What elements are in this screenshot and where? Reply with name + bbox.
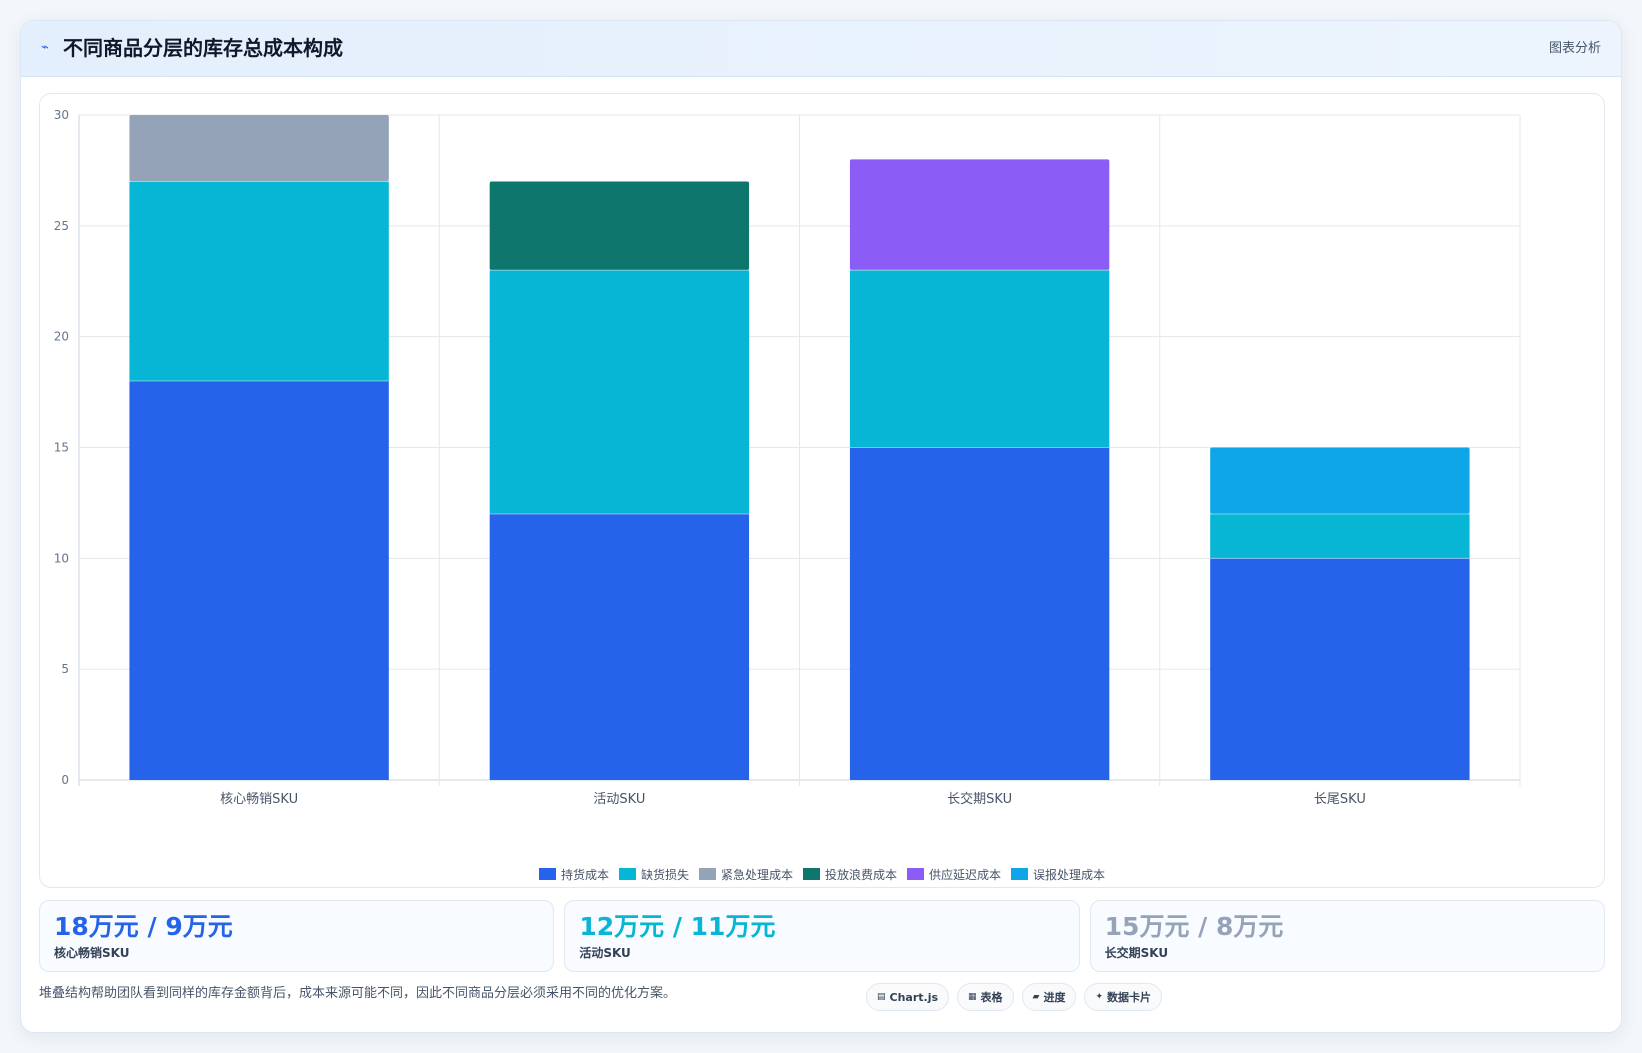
tech-chips: ▤ Chart.js ▦ 表格 ▰ 进度 ✦ 数据卡片 [866, 983, 1163, 1011]
stat-card: 15万元 / 8万元长交期SKU [1089, 900, 1605, 972]
chip-chart[interactable]: ▤ Chart.js [866, 983, 950, 1011]
chart-icon: ▤ [877, 992, 886, 1002]
stacked-bar-chart: 0 5 10 15 20 25 30 核心畅销SKU 活动SKU 长交期SKU 长尾SKU [54, 108, 1521, 807]
chart-card: ⌁ 不同商品分层的库存总成本构成 图表分析 0 5 10 15 20 25 30 核心畅销SK… [20, 20, 1622, 1033]
bar-segment [489, 181, 750, 271]
y-tick-label: 30 [54, 108, 69, 122]
bar-segment [129, 181, 389, 381]
bar-segment [849, 447, 1110, 780]
chip-label: 表格 [980, 991, 1003, 1004]
card-header: ⌁ 不同商品分层的库存总成本构成 图表分析 [21, 21, 1621, 77]
legend-label: 缺货损失 [640, 867, 689, 882]
legend-label: 误报处理成本 [1033, 867, 1106, 882]
legend-item[interactable]: 持货成本 [538, 865, 609, 883]
y-tick-label: 0 [61, 773, 69, 787]
stat-value: 15万元 / 8万元 [1104, 912, 1284, 941]
legend-item[interactable]: 供应延迟成本 [907, 865, 1001, 883]
sparkle-icon: ✦ [1095, 992, 1104, 1002]
legend-label: 投放浪费成本 [825, 867, 898, 882]
stat-card: 18万元 / 9万元核心畅销SKU [39, 900, 555, 972]
chart-analysis-tag: 图表分析 [1548, 41, 1601, 56]
bar-segment [849, 270, 1110, 448]
chip-label: Chart.js [889, 990, 939, 1004]
bar-segment [489, 514, 750, 780]
progress-icon: ▰ [1032, 992, 1040, 1002]
bar-segment [1210, 558, 1470, 780]
bar-segment [129, 381, 389, 780]
stat-value: 12万元 / 11万元 [579, 912, 776, 941]
footnote: 堆叠结构帮助团队看到同样的库存金额背后，成本来源可能不同，因此不同商品分层必须采… [39, 986, 677, 1001]
stat-value: 18万元 / 9万元 [54, 912, 233, 941]
stat-label: 长交期SKU [1104, 946, 1169, 960]
bar-segment [1210, 447, 1470, 514]
legend-swatch [803, 868, 820, 880]
y-tick-label: 10 [54, 551, 69, 565]
x-tick-label: 活动SKU [593, 792, 645, 807]
stat-label: 活动SKU [579, 946, 631, 960]
legend-item[interactable]: 缺货损失 [618, 865, 689, 883]
chip-label: 进度 [1043, 991, 1066, 1004]
y-tick-label: 5 [61, 662, 69, 676]
x-tick-label: 核心畅销SKU [220, 792, 298, 807]
stat-card: 12万元 / 11万元活动SKU [564, 900, 1080, 972]
bar-segment [129, 115, 389, 182]
y-tick-label: 15 [54, 441, 69, 455]
legend-label: 紧急处理成本 [720, 867, 793, 882]
chart-line-icon: ⌁ [41, 40, 49, 55]
chip-sparkle[interactable]: ✦ 数据卡片 [1084, 983, 1163, 1011]
legend-label: 供应延迟成本 [929, 867, 1002, 882]
stats-row: 18万元 / 9万元 核心畅销SKU 12万元 / 11万元 活动SKU 15万元 / … [39, 900, 1605, 972]
y-tick-label: 25 [54, 219, 69, 233]
legend-swatch [907, 868, 925, 880]
legend-swatch [618, 868, 636, 880]
legend-item[interactable]: 误报处理成本 [1011, 865, 1105, 883]
chart-legend: 持货成本 缺货损失 紧急处理成本 投放浪费成本 供应延迟成本 误报处理成本 [40, 865, 1604, 883]
stat-label: 核心畅销SKU [54, 946, 130, 960]
legend-swatch [698, 868, 716, 880]
legend-item[interactable]: 投放浪费成本 [803, 865, 897, 883]
legend-item[interactable]: 紧急处理成本 [698, 865, 793, 883]
chip-table[interactable]: ▦ 表格 [957, 983, 1014, 1011]
x-tick-label: 长交期SKU [947, 791, 1012, 807]
bar-segment [489, 270, 750, 514]
legend-swatch [1011, 868, 1029, 880]
chip-progress[interactable]: ▰ 进度 [1021, 983, 1077, 1011]
bar-segment [849, 159, 1110, 271]
table-icon: ▦ [968, 992, 977, 1002]
x-tick-label: 长尾SKU [1314, 792, 1366, 807]
legend-label: 持货成本 [560, 867, 609, 882]
legend-swatch [538, 868, 556, 880]
bar-segment [1210, 514, 1470, 559]
chart-panel: 0 5 10 15 20 25 30 核心畅销SKU 活动SKU 长交期SKU 长尾SKU 持货成本… [39, 93, 1605, 888]
chip-label: 数据卡片 [1107, 991, 1152, 1004]
chart-title: 不同商品分层的库存总成本构成 [63, 36, 343, 60]
y-tick-label: 20 [54, 330, 69, 344]
